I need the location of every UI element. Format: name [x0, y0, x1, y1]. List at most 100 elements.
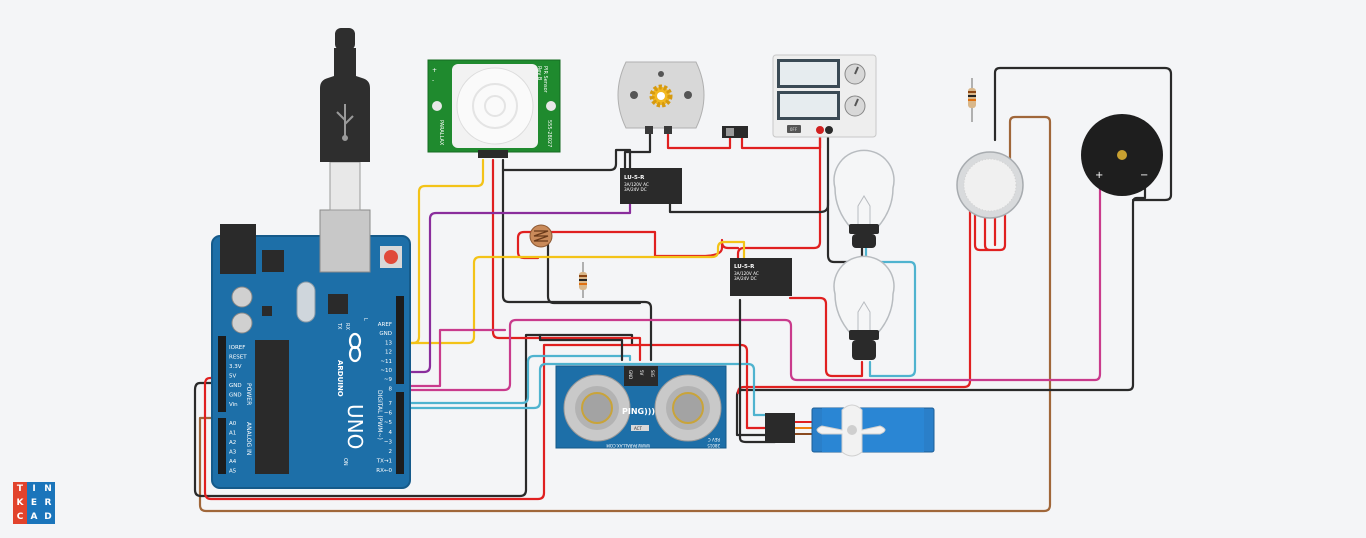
- pin-label: A3: [229, 450, 237, 456]
- pin-label: 13: [385, 340, 392, 346]
- pir-sensor[interactable]: PIR Sensor Rev B 555-28027 PARALLAX + -: [427, 59, 561, 158]
- relay-1-body: [620, 168, 682, 204]
- wire-yellow-pir[interactable]: [398, 158, 485, 345]
- arduino-infinity-icon: [348, 332, 362, 363]
- slide-switch[interactable]: [722, 126, 748, 138]
- switch-slider[interactable]: [726, 128, 734, 136]
- logo-letter: K: [13, 496, 27, 510]
- wire-magenta-ldr[interactable]: [398, 170, 1102, 392]
- buzzer-plus-label: +: [1095, 170, 1103, 181]
- light-bulb-1[interactable]: [833, 149, 895, 248]
- pin-label: RESET: [229, 355, 247, 361]
- logo-letter: T: [13, 482, 27, 496]
- bulb-2-socket-top: [849, 330, 879, 340]
- pin-label: ~6: [384, 411, 393, 417]
- analog-header: [218, 418, 226, 474]
- wire-black-top[interactable]: [993, 66, 1173, 202]
- buzzer-minus-label: −: [1140, 170, 1148, 181]
- wire-black-buzzer[interactable]: [193, 333, 634, 498]
- tx-led-label: TX: [336, 322, 342, 330]
- wire-red-gas[interactable]: [736, 198, 972, 395]
- l-led-label: L: [362, 318, 368, 321]
- resistor-1[interactable]: [579, 262, 587, 298]
- digital-pin-labels-top: AREF GND 13 12 ~11 ~10 ~9 8: [378, 322, 393, 392]
- power-header: [218, 336, 226, 412]
- wire-black-pir[interactable]: [501, 148, 632, 177]
- pir-mount-hole-left: [432, 101, 442, 111]
- wire-black-servo[interactable]: [738, 298, 777, 444]
- analog-pin-labels: A0 A1 A2 A3 A4 A5: [229, 421, 237, 475]
- pin-label: Vin: [229, 402, 238, 408]
- resistor-2-band-3: [968, 99, 976, 101]
- wire-red-gas-pins[interactable]: [973, 213, 1007, 252]
- wire-brown[interactable]: [198, 115, 1052, 513]
- pin-label: A4: [229, 459, 237, 465]
- bulb-2-glass: [833, 255, 895, 335]
- piezo-buzzer[interactable]: + −: [1081, 114, 1163, 196]
- power-button[interactable]: [787, 125, 801, 133]
- arduino-uno[interactable]: IOREF RESET 3.3V 5V GND GND Vin A0 A1 A2 A3 A4 A5 A…: [211, 28, 411, 489]
- pir-mount-hole-right: [546, 101, 556, 111]
- photoresistor[interactable]: [529, 224, 553, 248]
- wire-red-bottom[interactable]: [203, 343, 777, 501]
- light-bulb-2[interactable]: [833, 255, 895, 360]
- ultrasonic-sensor[interactable]: GND 5V SIG PING))) WWW.PARALLAX.COM 2801…: [555, 365, 727, 449]
- wire-black-ping[interactable]: [538, 333, 624, 362]
- negative-terminal[interactable]: [825, 126, 833, 134]
- usb-chip: [328, 294, 348, 314]
- reset-button[interactable]: [384, 250, 398, 264]
- pin-label: ~3: [384, 439, 393, 445]
- relay-2[interactable]: LU-5-R 3A/120V AC 3A/24V DC: [730, 258, 792, 296]
- capacitor-1: [231, 286, 253, 308]
- pir-connector: [478, 150, 508, 158]
- wire-black-buzzer-2[interactable]: [735, 168, 1147, 437]
- pin-label: RX←0: [376, 468, 392, 474]
- atmega-chip: [255, 340, 289, 474]
- pir-brand: PARALLAX: [438, 120, 444, 146]
- pin-label: 4: [389, 430, 393, 436]
- usb-icon: [336, 104, 354, 141]
- pin-label: 7: [389, 401, 393, 407]
- pir-dome-center: [484, 95, 506, 117]
- dc-motor[interactable]: [617, 61, 705, 134]
- servo-motor[interactable]: [765, 404, 935, 457]
- wires: [193, 66, 1173, 513]
- power-supply[interactable]: OFF: [772, 54, 877, 138]
- wire-cyan-lamp[interactable]: [864, 246, 917, 378]
- arduino-brand-label: ARDUINO: [336, 360, 344, 397]
- wire-black-ldr[interactable]: [546, 238, 642, 305]
- positive-terminal[interactable]: [816, 126, 824, 134]
- wire-red-lamp[interactable]: [788, 296, 864, 378]
- wire-yellow-relay[interactable]: [398, 240, 746, 345]
- bulb-1-glass: [833, 149, 895, 229]
- usb-connector: [319, 209, 371, 273]
- on-led-label: ON: [342, 458, 348, 466]
- resistor-2-band-2: [968, 95, 976, 97]
- wire-purple-relay[interactable]: [398, 198, 632, 374]
- wire-cyan-servo[interactable]: [398, 362, 777, 417]
- wire-red-pir[interactable]: [491, 158, 642, 362]
- ping-transducer-left-core: [581, 392, 613, 424]
- wire-cyan-ping[interactable]: [398, 354, 632, 405]
- resistor-2[interactable]: [968, 78, 976, 122]
- logo-letter: I: [27, 482, 41, 496]
- pir-dome-ring: [472, 83, 518, 129]
- wire-magenta-ldr2[interactable]: [398, 328, 507, 388]
- gas-sensor[interactable]: [956, 151, 1024, 219]
- motor-screw-right: [684, 91, 692, 99]
- ping-pin-5v: 5V: [639, 370, 644, 376]
- wire-black-relay1[interactable]: [668, 128, 830, 214]
- pir-pin-minus-label: -: [432, 77, 434, 84]
- resistor-2-band-1: [968, 91, 976, 93]
- relay-1-label: LU-5-R: [624, 175, 645, 181]
- relay-2-spec-dc: 3A/24V DC: [734, 276, 757, 281]
- digital-header-label: DIGITAL (PWM~): [376, 390, 383, 440]
- pin-label: A0: [229, 421, 237, 427]
- wire-black-lamp1[interactable]: [826, 198, 864, 264]
- wire-black-motor[interactable]: [623, 128, 652, 172]
- wire-red-supply-relay[interactable]: [736, 130, 822, 264]
- bulb-1-socket: [852, 234, 876, 248]
- relay-1[interactable]: LU-5-R 3A/120V AC 3A/24V DC: [620, 168, 682, 204]
- pir-rev: Rev B: [536, 66, 542, 81]
